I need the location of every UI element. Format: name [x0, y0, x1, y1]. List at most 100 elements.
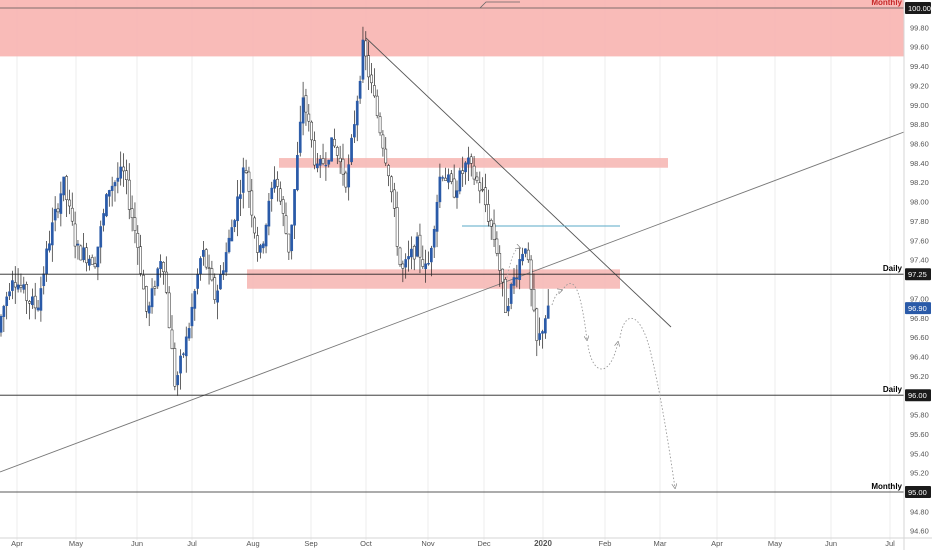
- candle-body: [353, 124, 356, 138]
- candle: [298, 105, 302, 157]
- candle-body: [469, 156, 473, 164]
- candle-body: [62, 176, 66, 196]
- candle: [241, 157, 245, 209]
- candle-body: [162, 262, 165, 273]
- candle: [321, 143, 325, 166]
- candle: [270, 181, 274, 212]
- candle-body: [264, 224, 268, 247]
- candle-body: [341, 158, 345, 175]
- candle-body: [244, 170, 248, 174]
- candle-body: [327, 159, 331, 165]
- candle: [467, 146, 470, 182]
- candle: [378, 112, 382, 136]
- candle: [330, 137, 333, 162]
- level-price-tag: [905, 389, 931, 402]
- candle-body: [250, 190, 254, 216]
- candle: [504, 277, 507, 313]
- candle-body: [364, 40, 368, 57]
- candle: [221, 262, 225, 281]
- candle-body: [398, 247, 402, 266]
- candle-body: [441, 177, 445, 179]
- candle-body: [444, 177, 447, 181]
- candle-body: [350, 137, 353, 163]
- candle-body: [333, 138, 336, 147]
- time-tick-label: Nov: [421, 539, 435, 548]
- candle-body: [204, 249, 208, 268]
- candle-body: [110, 185, 114, 191]
- current-price-tag: [905, 302, 931, 315]
- candle-body: [253, 217, 257, 234]
- candle: [373, 68, 376, 98]
- candle: [455, 180, 459, 209]
- time-tick-label: Jul: [885, 539, 895, 548]
- candle-body: [59, 193, 63, 214]
- candle-body: [5, 296, 9, 306]
- candle-body: [53, 208, 57, 221]
- candle: [59, 181, 63, 227]
- candle-body: [122, 166, 125, 172]
- candle-body: [167, 292, 171, 329]
- candle: [142, 269, 145, 290]
- candle-body: [410, 248, 413, 258]
- price-tick-label: 95.60: [910, 430, 929, 439]
- candle: [147, 301, 151, 327]
- candle-body: [256, 235, 259, 253]
- candle-body: [33, 295, 37, 309]
- candle: [156, 267, 160, 289]
- candle: [278, 181, 282, 206]
- projection-path: [587, 342, 618, 370]
- price-tick-label: 98.60: [910, 140, 929, 149]
- candle: [210, 260, 214, 282]
- candle: [76, 239, 80, 260]
- candle-body: [76, 243, 80, 246]
- candle: [276, 171, 279, 202]
- candle-body: [261, 243, 265, 249]
- candle: [544, 315, 547, 339]
- candle-body: [25, 284, 28, 301]
- candle-body: [515, 277, 519, 280]
- candle: [182, 352, 185, 358]
- candle-body: [381, 134, 385, 149]
- candle: [207, 254, 211, 285]
- price-tick-label: 95.40: [910, 449, 929, 458]
- candle: [153, 280, 157, 296]
- candle-body: [296, 154, 299, 191]
- candle: [301, 81, 305, 136]
- projection-path: [619, 318, 675, 488]
- candle-body: [48, 243, 51, 251]
- candle: [401, 260, 405, 283]
- candle: [48, 230, 51, 253]
- candle: [190, 293, 194, 339]
- candle-body: [415, 236, 419, 257]
- candle: [173, 342, 177, 391]
- candle: [159, 254, 162, 278]
- zone-rect: [0, 0, 904, 57]
- candle: [187, 322, 191, 341]
- candle: [384, 137, 388, 167]
- top-marker: [479, 1, 520, 9]
- price-axis[interactable]: 99.80 99.60 99.40 99.20 99.00 98.80 98.60 98.40…: [903, 0, 931, 550]
- candle: [509, 282, 513, 310]
- candle-body: [412, 246, 416, 260]
- candle: [518, 247, 522, 290]
- price-tick-label: 99.20: [910, 81, 929, 90]
- candle-body: [2, 305, 6, 317]
- candle-body: [330, 137, 333, 162]
- candle: [515, 264, 519, 288]
- candle-body: [535, 308, 539, 341]
- candle-body: [50, 222, 54, 246]
- candle-body: [304, 95, 308, 113]
- candle-body: [430, 247, 433, 263]
- candle: [22, 276, 26, 294]
- time-axis[interactable]: Apr May Jun Jul Aug Sep Oct Nov Dec 2020 Feb Mar Apr…: [0, 537, 932, 548]
- candle-body: [532, 289, 536, 311]
- price-tick-label: 99.40: [910, 62, 929, 71]
- candle-body: [107, 190, 111, 197]
- candle: [333, 128, 336, 149]
- candle: [93, 256, 97, 269]
- candle-body: [247, 171, 251, 192]
- candle: [475, 171, 479, 184]
- candle: [341, 143, 345, 186]
- level-label: Daily: [883, 385, 903, 394]
